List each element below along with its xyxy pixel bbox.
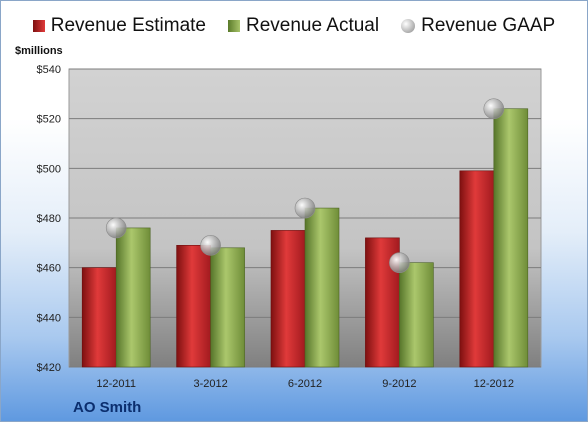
marker-revenue-gaap	[200, 235, 221, 256]
legend-item-gaap: Revenue GAAP	[401, 15, 555, 37]
y-axis-unit-label: $millions	[15, 45, 63, 57]
gaap-markers	[105, 98, 505, 274]
bar-revenue-estimate	[81, 267, 117, 368]
bars	[81, 108, 529, 368]
x-tick-label: 12-2012	[474, 378, 514, 390]
legend-item-actual: Revenue Actual	[228, 15, 379, 37]
y-tick-label: $460	[37, 263, 61, 275]
bar-revenue-estimate	[176, 245, 211, 368]
y-tick-label: $540	[37, 64, 61, 76]
legend-label-gaap: Revenue GAAP	[421, 15, 556, 36]
marker-revenue-gaap	[483, 98, 505, 120]
legend-label-estimate: Revenue Estimate	[50, 15, 206, 36]
legend: Revenue Estimate Revenue Actual Revenue …	[1, 15, 587, 37]
company-name: AO Smith	[73, 399, 142, 416]
y-tick-label: $420	[37, 362, 61, 374]
legend-swatch-gaap	[401, 19, 416, 33]
x-tick-label: 3-2012	[193, 378, 227, 390]
bar-revenue-actual	[399, 262, 434, 368]
x-tick-label: 9-2012	[382, 378, 416, 390]
x-tick-label: 12-2011	[96, 378, 136, 390]
y-tick-label: $480	[37, 213, 61, 225]
bar-revenue-actual	[115, 227, 151, 368]
marker-revenue-gaap	[105, 217, 127, 239]
y-tick-label: $440	[37, 312, 61, 324]
y-tick-label: $520	[37, 114, 61, 126]
bar-revenue-actual	[304, 207, 340, 368]
legend-swatch-estimate	[32, 20, 45, 32]
marker-revenue-gaap	[389, 252, 410, 274]
marker-revenue-gaap	[294, 197, 316, 219]
legend-label-actual: Revenue Actual	[246, 15, 380, 36]
legend-swatch-actual	[228, 20, 240, 32]
y-tick-label: $500	[37, 163, 61, 175]
legend-item-estimate: Revenue Estimate	[32, 15, 206, 37]
x-tick-label: 6-2012	[288, 378, 322, 390]
bar-revenue-estimate	[270, 230, 306, 368]
bar-revenue-actual	[210, 247, 245, 368]
bar-revenue-actual	[493, 108, 529, 368]
axis-labels: $420 $440 $460 $480 $500 $520 $540 12-2011 3-201…	[37, 64, 514, 390]
bar-revenue-estimate	[459, 170, 495, 368]
